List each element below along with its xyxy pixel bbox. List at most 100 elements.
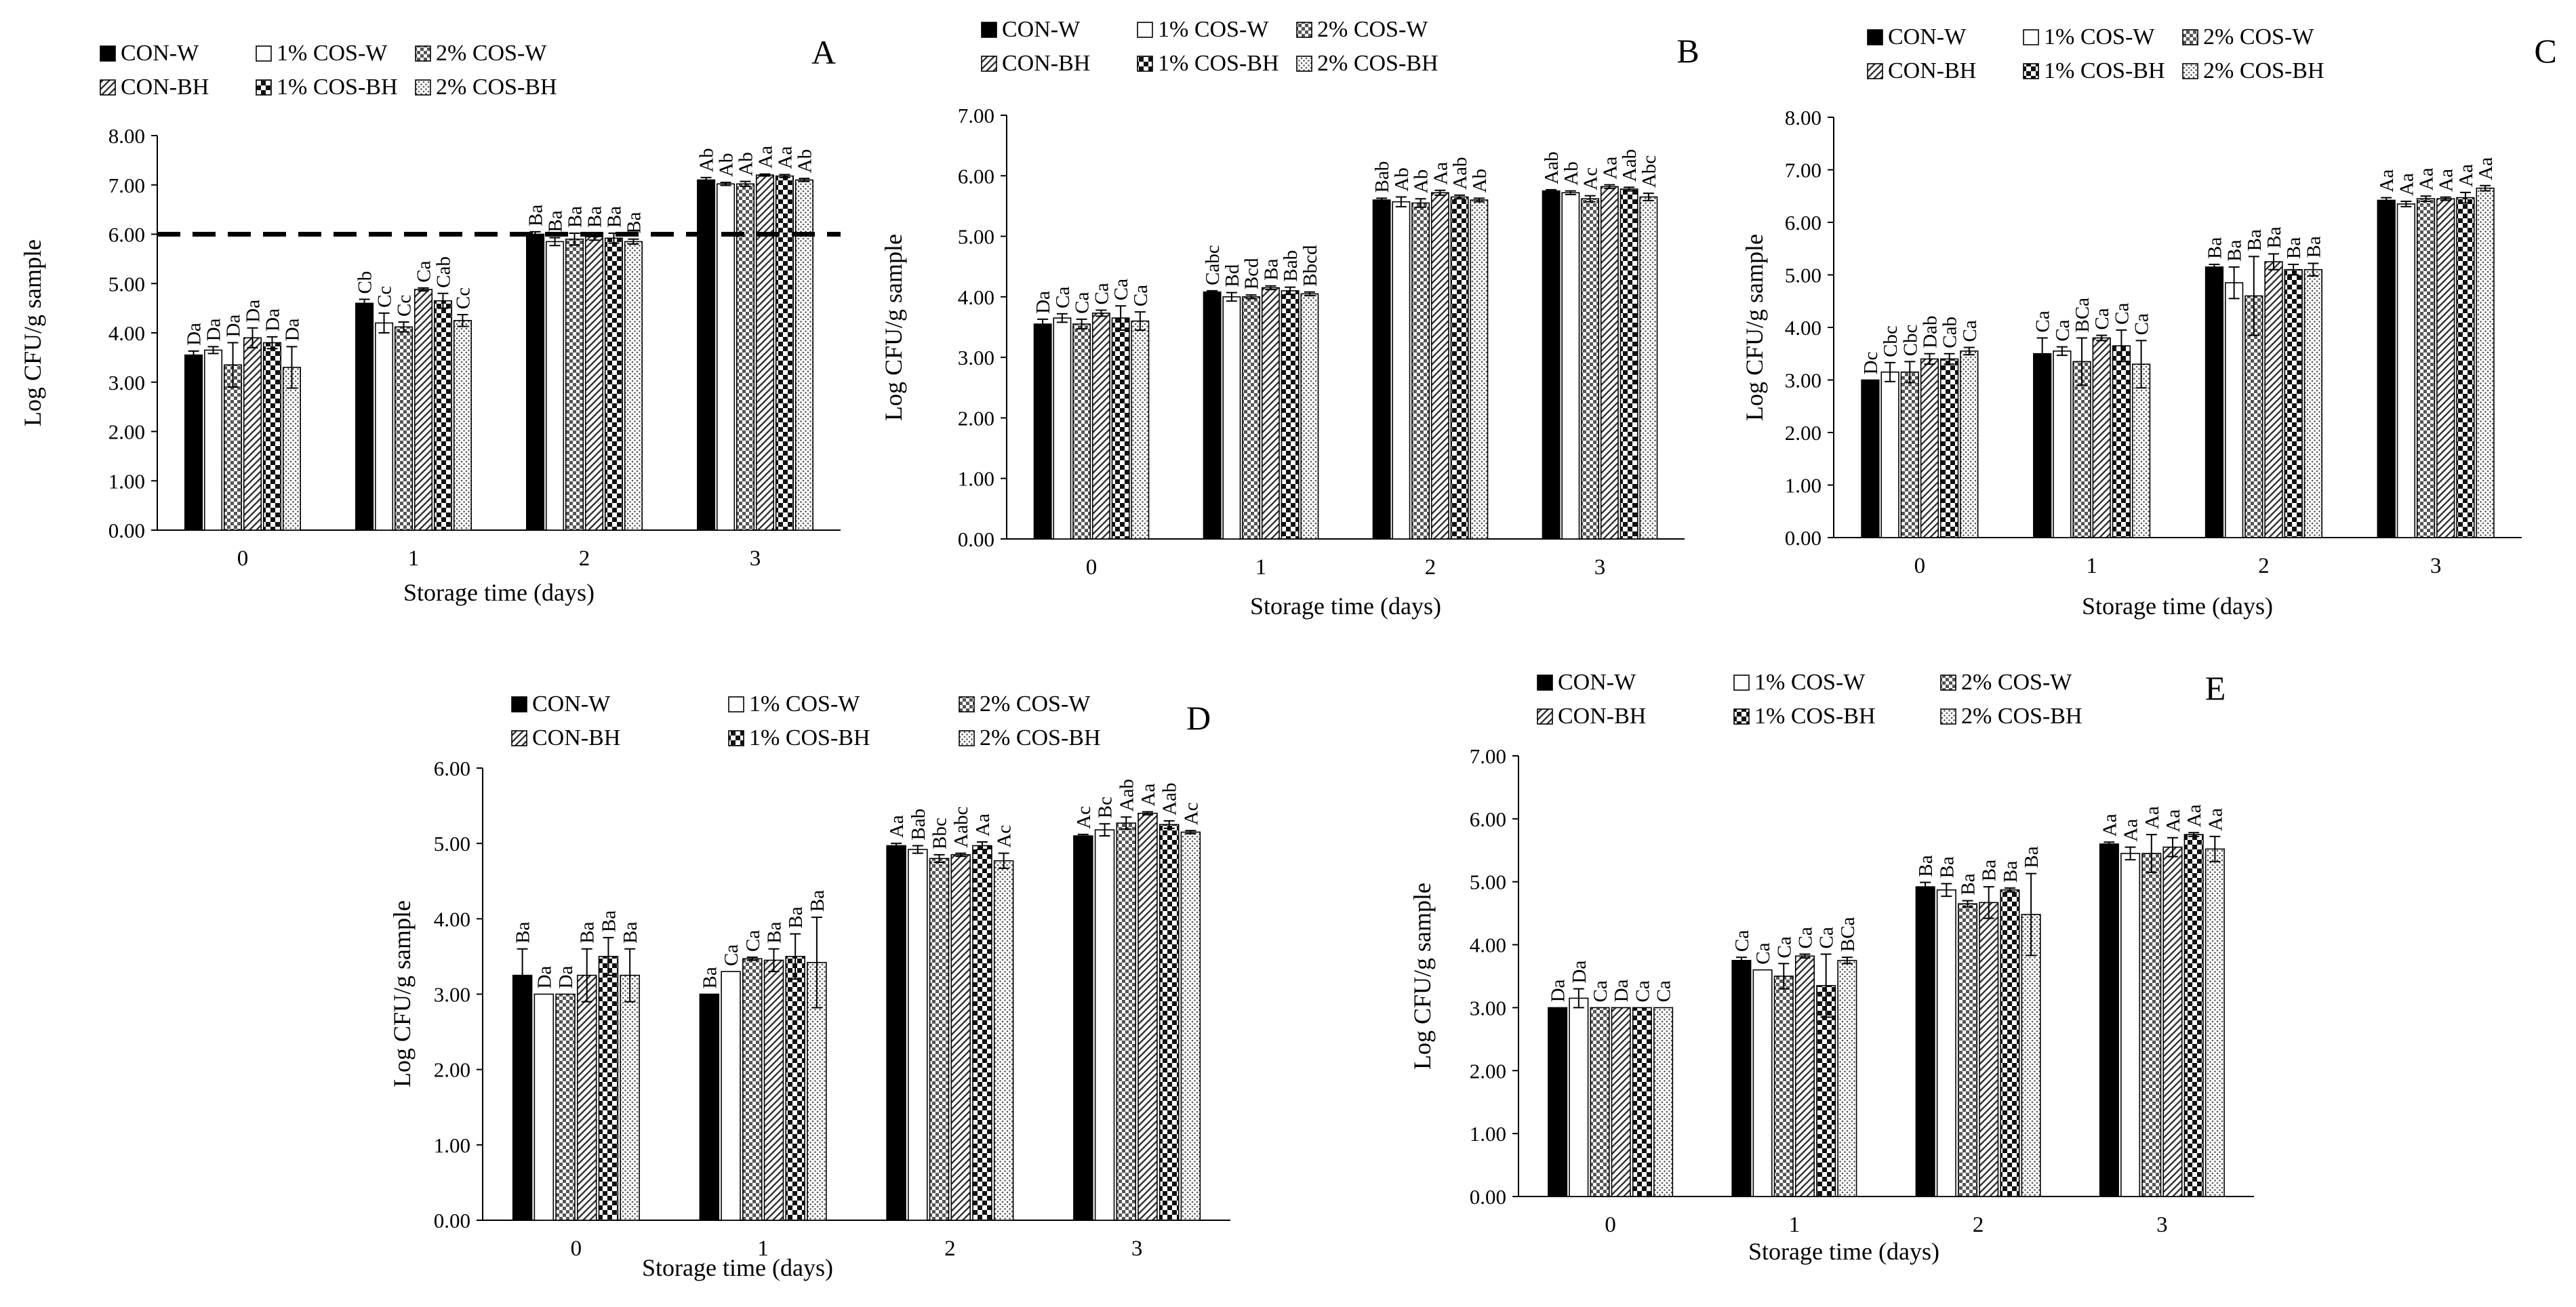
y-tick-label: 8.00	[1785, 106, 1822, 129]
bar-con-w	[512, 974, 533, 1221]
y-tick-label: 3.00	[1470, 996, 1506, 1020]
legend: CON-W 1% COS-W 2% COS-W CON-BH 1% COS-BH 2% C…	[1537, 670, 2082, 729]
bar-1-cos-w	[2224, 282, 2244, 538]
legend: CON-W 1% COS-W 2% COS-W CON-BH 1% COS-BH 2% C…	[981, 17, 1438, 76]
bar-1-cos-bh	[2284, 268, 2303, 538]
significance-label: Aa	[2475, 157, 2497, 180]
bar-con-w	[886, 845, 906, 1221]
significance-label: Ba	[577, 921, 599, 943]
x-tick-label: 2	[1973, 1213, 1984, 1237]
significance-label: Ab	[736, 152, 757, 176]
significance-label: Aa	[1430, 162, 1451, 185]
legend-swatch	[981, 56, 997, 72]
significance-label: Aa	[972, 813, 994, 837]
legend-label: 1% COS-W	[749, 691, 860, 717]
legend-label: 2% COS-W	[980, 691, 1091, 717]
bar-2-cos-w	[742, 958, 763, 1221]
significance-label: Ba	[2244, 229, 2266, 251]
significance-label: Ba	[2021, 846, 2042, 868]
bar-con-w	[525, 233, 545, 531]
significance-label: Da	[262, 308, 283, 331]
significance-label: Ab	[696, 148, 718, 172]
bar-con-w	[184, 354, 203, 531]
significance-label: Ac	[1180, 802, 1202, 825]
bar-1-cos-w	[1392, 201, 1411, 540]
bar-1-cos-bh	[1619, 188, 1638, 540]
chart-panel-a: 0.00 1.00 2.00 3.00 4.00 5.00 6.00 7.00 8.00 0 1 2 3…	[19, 33, 841, 606]
bar-con-bh	[576, 974, 597, 1221]
legend-label: CON-BH	[532, 725, 620, 750]
significance-label: Cc	[452, 287, 474, 309]
bar-1-cos-w	[1094, 829, 1115, 1221]
significance-label: Ac	[1073, 806, 1095, 829]
significance-label: Aa	[2396, 173, 2417, 196]
bar-con-w	[1203, 291, 1222, 540]
bar-2-cos-w	[1958, 903, 1978, 1197]
x-tick-label: 2	[1425, 555, 1436, 580]
bar-2-cos-w	[1773, 976, 1794, 1197]
significance-label: Ba	[1915, 855, 1937, 877]
significance-label: Aa	[2455, 164, 2477, 187]
bar-1-cos-w	[545, 241, 565, 531]
significance-label: Ca	[2032, 310, 2054, 332]
panel-letter: C	[2534, 32, 2556, 70]
significance-label: Ba	[2263, 226, 2285, 248]
bar-con-bh	[2264, 261, 2283, 538]
y-tick-label: 6.00	[958, 164, 994, 188]
significance-label: Ab	[1561, 161, 1582, 185]
bar-1-cos-bh	[433, 300, 453, 531]
legend-swatch	[2023, 63, 2039, 79]
bar-1-cos-bh	[972, 845, 992, 1221]
bar-2-cos-w	[2141, 853, 2162, 1197]
bar-1-cos-bh	[1450, 196, 1469, 540]
x-tick-label: 0	[571, 1236, 582, 1261]
bar-con-w	[1731, 959, 1752, 1197]
significance-label: Ca	[1590, 980, 1611, 1002]
bar-con-bh	[1794, 955, 1815, 1197]
significance-label: Ba	[565, 206, 586, 228]
bar-2-cos-bh	[1131, 320, 1150, 540]
significance-label: Bcd	[1241, 258, 1263, 289]
bar-1-cos-w	[1569, 997, 1589, 1197]
significance-label: Ba	[763, 921, 785, 943]
legend-swatch	[728, 730, 744, 746]
significance-label: Aa	[2099, 813, 2120, 837]
significance-label: Ab	[1469, 169, 1491, 193]
significance-label: BCa	[2072, 298, 2093, 333]
x-axis-title: Storage time (days)	[1250, 592, 1441, 620]
significance-label: Ca	[1816, 927, 1838, 948]
significance-label: Ab	[1391, 167, 1413, 191]
legend-swatch	[1537, 708, 1553, 725]
significance-label: Da	[1548, 979, 1569, 1002]
significance-label: Ab	[1411, 169, 1432, 193]
significance-label: Bab	[1280, 250, 1302, 282]
significance-label: Ba	[545, 210, 567, 232]
legend: CON-W 1% COS-W 2% COS-W CON-BH 1% COS-BH 2% C…	[511, 691, 1101, 750]
bar-1-cos-bh	[775, 175, 794, 531]
legend-swatch	[1867, 29, 1883, 45]
significance-label: Da	[534, 966, 555, 989]
bar-1-cos-bh	[785, 956, 805, 1221]
significance-label: Ca	[1130, 285, 1152, 306]
legend-swatch	[1940, 708, 1956, 725]
legend-swatch	[1940, 675, 1956, 691]
legend-label: CON-BH	[1002, 51, 1090, 76]
bar-1-cos-w	[716, 183, 736, 531]
panel-letter: A	[811, 33, 836, 71]
chart-panel-e: 0.00 1.00 2.00 3.00 4.00 5.00 6.00 7.00 0 1 2 3 Stor…	[1409, 669, 2254, 1265]
significance-label: Ca	[1731, 930, 1753, 952]
bar-2-cos-w	[555, 993, 576, 1221]
bar-con-w	[1542, 190, 1561, 540]
bar-con-bh	[1920, 358, 1939, 538]
bar-1-cos-w	[534, 993, 555, 1221]
significance-label: Ca	[1110, 279, 1132, 300]
legend-swatch	[415, 45, 431, 62]
significance-label: Dc	[1860, 352, 1882, 375]
significance-label: Ba	[2000, 861, 2021, 883]
bar-con-w	[1861, 379, 1880, 538]
x-tick-label: 3	[2156, 1213, 2168, 1237]
bar-con-bh	[755, 174, 775, 531]
bar-1-cos-w	[2053, 350, 2072, 538]
legend-swatch	[1137, 22, 1153, 38]
bar-2-cos-bh	[2476, 187, 2495, 538]
